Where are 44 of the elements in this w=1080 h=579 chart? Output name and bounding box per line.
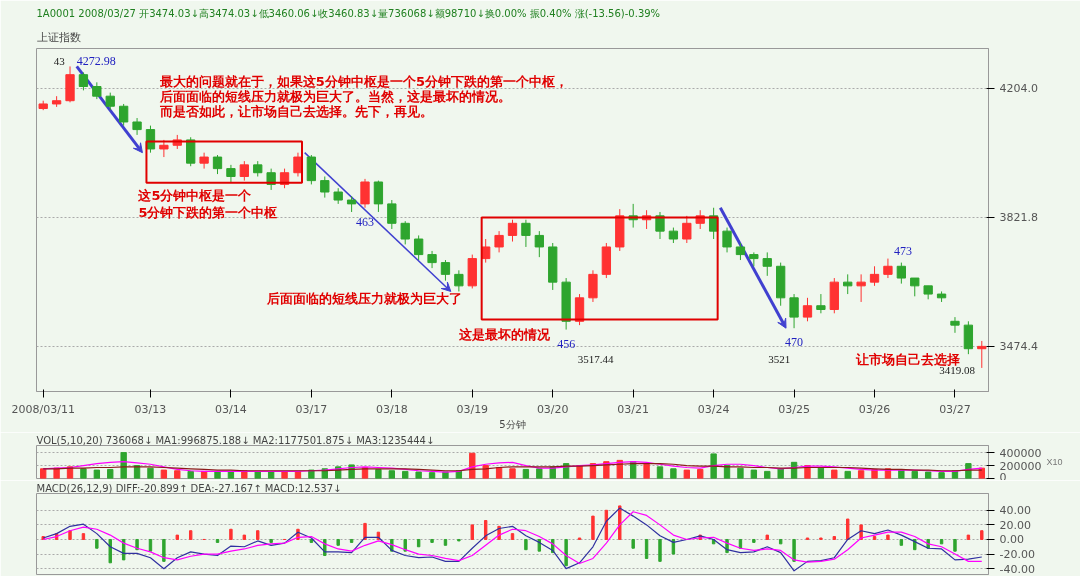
x-tick-label: 03/14 (215, 402, 247, 416)
annotation: 470 (785, 335, 804, 350)
x-tick-label: 03/20 (536, 402, 569, 416)
chart-title: 上证指数 (36, 30, 81, 44)
y-tick-label: 3821.8 (999, 211, 1038, 225)
x-tick-label: 03/26 (858, 402, 891, 416)
y-tick-label: 20.00 (999, 518, 1031, 532)
y-tick-label: 3474.4 (999, 340, 1038, 354)
y-tick-label: 0 (999, 470, 1007, 484)
x-tick-label: 03/19 (456, 402, 489, 416)
annotation: 这5分钟中枢是一个 (137, 187, 253, 203)
x-tick-label: 03/13 (134, 402, 167, 416)
text: X10 (1046, 457, 1063, 467)
y-tick-label: -40.00 (999, 562, 1035, 576)
chart-title: MACD(26,12,9) DIFF:-20.899↑ DEA:-27.167↑ MACD:12.537↓ (36, 482, 342, 494)
y-tick-label: 0.00 (999, 533, 1024, 547)
y-tick-label: 400000 (999, 446, 1042, 460)
annotation: 43 (53, 54, 66, 67)
annotation: 473 (893, 243, 912, 258)
x-tick-label: 2008/03/11 (11, 402, 75, 416)
annotation: 后面面临的短线压力就极为巨大了。当然，这是最坏的情况。 (158, 89, 511, 105)
annotation: 这是最坏的情况 (457, 326, 551, 342)
annotation: 后面面临的短线压力就极为巨大了 (266, 291, 463, 307)
x-tick-label: 03/24 (697, 402, 730, 416)
annotation: 4272.98 (76, 54, 116, 69)
y-tick-label: 40.00 (999, 504, 1031, 518)
x-axis-title: 5分钟 (499, 418, 526, 430)
y-tick-label: 4204.0 (999, 82, 1038, 96)
x-tick-label: 03/25 (778, 402, 810, 416)
chart-subtitle: 1A0001 2008/03/27 开3474.03↓高3474.03↓低3460.06↓收3460.83↓量736068↓额98710↓换0.00% 振0.40% 涨(-13.56)-0.39% (36, 7, 661, 19)
annotation: 456 (557, 336, 576, 351)
annotation: 3517.44 (577, 353, 615, 366)
y-tick-label: 200000 (999, 459, 1042, 473)
annotation: 而是否如此，让市场自己去选择。先下，再见。 (158, 103, 433, 119)
annotation: 463 (356, 214, 375, 229)
x-tick-label: 03/27 (939, 402, 971, 416)
annotation: 3521 (768, 353, 791, 366)
x-tick-label: 03/21 (617, 402, 650, 416)
chart-title: VOL(5,10,20) 736068↓ MA1:996875.188↓ MA2:1177501.875↓ MA3:1235444↓ (36, 434, 435, 446)
x-tick-label: 03/17 (295, 402, 328, 416)
annotation: 最大的问题就在于，如果这5分钟中枢是一个5分钟下跌的第一个中枢， (158, 74, 568, 90)
y-tick-label: -20.00 (999, 548, 1035, 562)
x-tick-label: 03/18 (375, 402, 408, 416)
annotation: 5分钟下跌的第一个中枢 (138, 205, 278, 221)
